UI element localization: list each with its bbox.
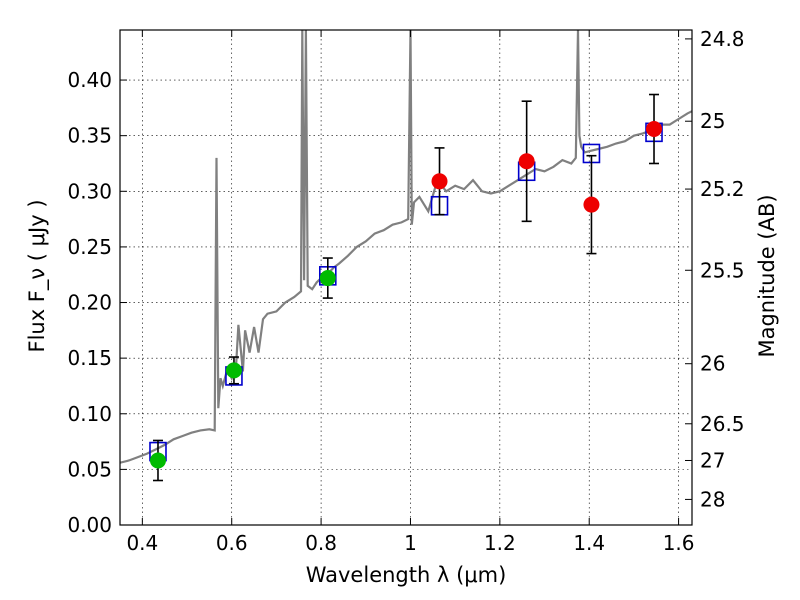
right-tick-label: 25.2 xyxy=(700,177,745,201)
right-tick-label: 24.8 xyxy=(700,27,745,51)
x-tick-label: 1.4 xyxy=(573,531,605,555)
y-tick-label: 0.30 xyxy=(67,179,112,203)
y-tick-label: 0.15 xyxy=(67,346,112,370)
y-tick-label: 0.05 xyxy=(67,457,112,481)
right-tick-label: 26 xyxy=(700,352,725,376)
data-point xyxy=(583,196,600,213)
y-tick-label: 0.40 xyxy=(67,68,112,92)
right-tick-label: 28 xyxy=(700,487,725,511)
y-tick-label: 0.00 xyxy=(67,513,112,537)
data-point xyxy=(518,153,535,170)
y-tick-label: 0.10 xyxy=(67,402,112,426)
y-axis-label: Flux F_ν ( μJy ) xyxy=(25,199,50,352)
x-axis-label: Wavelength λ (μm) xyxy=(306,563,507,587)
x-tick-label: 0.8 xyxy=(305,531,337,555)
y-tick-label: 0.35 xyxy=(67,124,112,148)
tick-labels: 0.4 0.6 0.8 1 1.2 1.4 1.6 0.00 0.05 0.10 0.15 0.20 0… xyxy=(67,27,744,555)
right-tick-label: 27 xyxy=(700,448,725,472)
x-tick-label: 1.6 xyxy=(663,531,695,555)
data-point xyxy=(225,362,242,379)
x-tick-label: 0.4 xyxy=(126,531,158,555)
y-tick-label: 0.20 xyxy=(67,291,112,315)
data-point xyxy=(319,270,336,287)
y-axis-label-right: Magnitude (AB) xyxy=(755,194,779,357)
right-tick-label: 25.5 xyxy=(700,258,745,282)
y-tick-label: 0.25 xyxy=(67,235,112,259)
right-tick-label: 25 xyxy=(700,109,725,133)
x-tick-label: 1.2 xyxy=(484,531,516,555)
x-tick-label: 0.6 xyxy=(216,531,248,555)
data-point xyxy=(646,121,663,137)
plot-frame xyxy=(119,29,693,526)
data-point xyxy=(431,173,448,190)
spectrum-line xyxy=(120,30,692,464)
right-tick-label: 26.5 xyxy=(700,412,745,436)
axes-frame xyxy=(119,29,693,526)
grid xyxy=(120,30,692,526)
plot-area xyxy=(120,30,692,482)
x-tick-label: 1 xyxy=(404,531,417,555)
data-point xyxy=(149,452,166,469)
